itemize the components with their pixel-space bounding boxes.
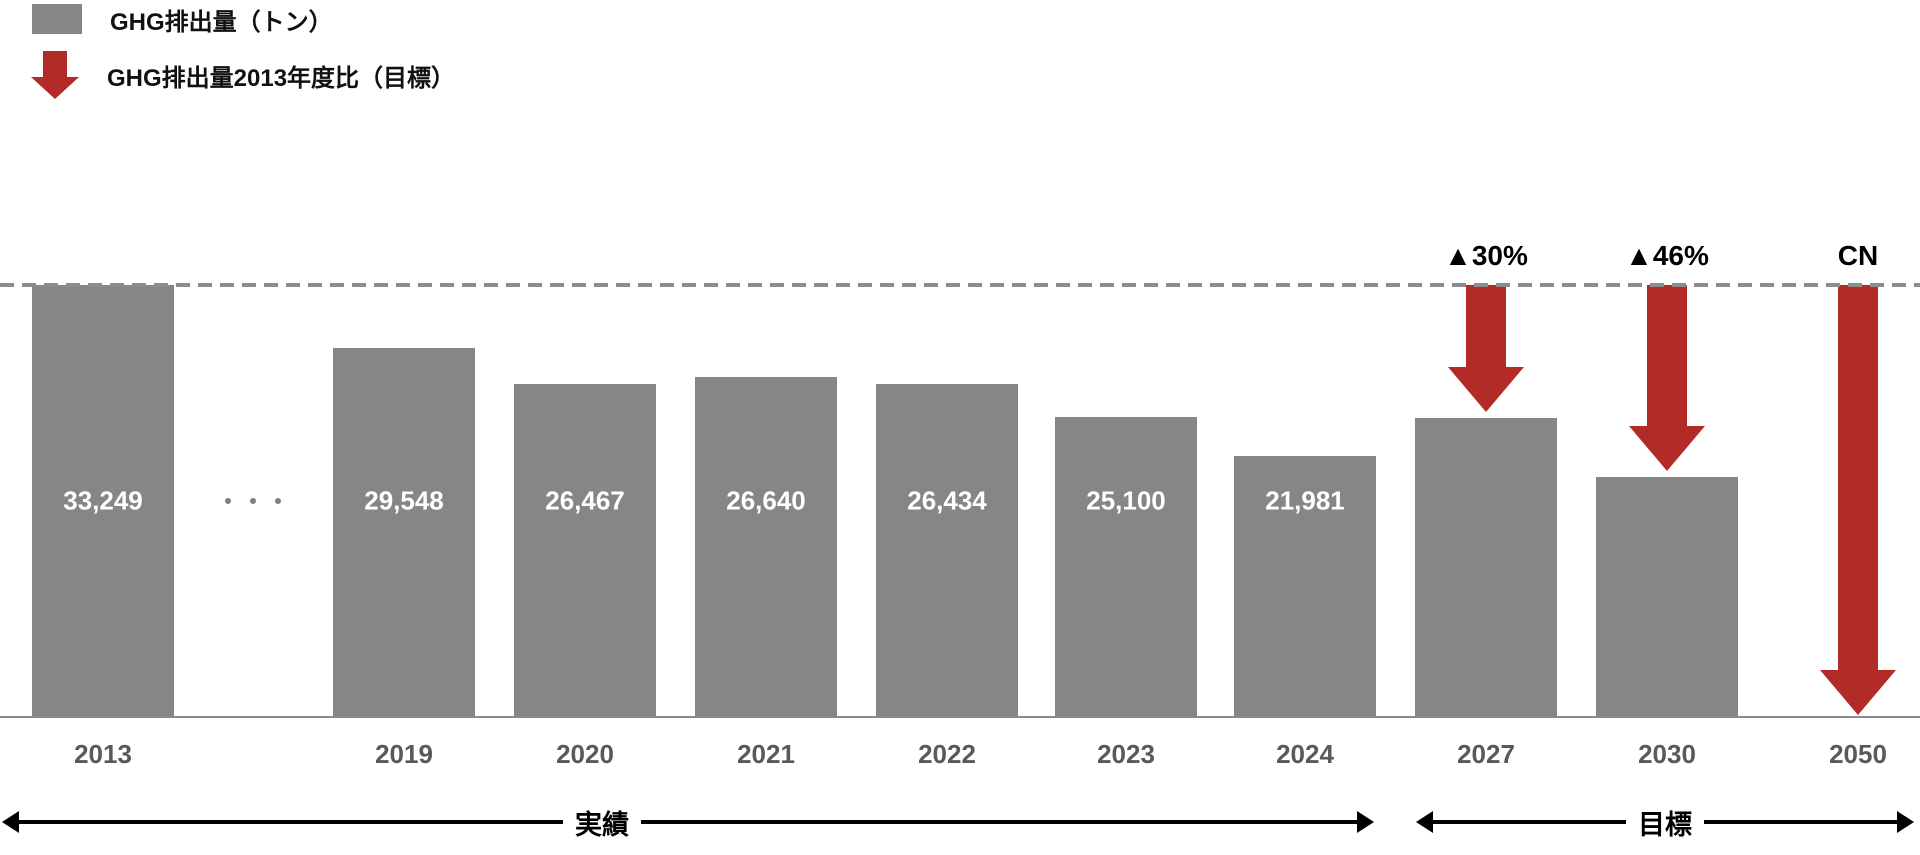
x-tick-label-2022: 2022 (918, 739, 976, 769)
bar-value-label-2021: 26,640 (726, 485, 806, 516)
legend-target-label: GHG排出量2013年度比（目標） (107, 64, 456, 92)
target-arrow-2027 (1448, 285, 1524, 412)
bar-2023 (1055, 417, 1197, 717)
red-down-arrow-icon (31, 51, 79, 99)
x-tick-label-2013: 2013 (74, 739, 132, 769)
legend-emissions-label: GHG排出量（トン） (110, 8, 333, 36)
bar-2022 (876, 384, 1018, 717)
right-arrowhead-icon (1357, 811, 1374, 833)
bar-value-label-2013: 33,249 (63, 485, 143, 516)
x-axis-line (0, 716, 1920, 718)
baseline-2013-dashed-line (0, 283, 1920, 287)
target-range-label: 目標 (1638, 809, 1692, 840)
actual-range-arrow: 実績 (2, 808, 1374, 840)
bar-2019 (333, 348, 475, 717)
dot-icon (275, 498, 281, 504)
gray-bar-swatch-icon (32, 4, 82, 34)
legend-item-target: GHG排出量2013年度比（目標） (0, 50, 455, 100)
bar-2030 (1596, 477, 1738, 717)
x-tick-label-2027: 2027 (1457, 739, 1515, 769)
legend-item-emissions: GHG排出量（トン） (0, 2, 333, 36)
bar-2024 (1234, 456, 1376, 717)
x-tick-label-2024: 2024 (1276, 739, 1334, 769)
right-arrowhead-icon (1897, 811, 1914, 833)
bar-2027 (1415, 418, 1557, 717)
bar-value-label-2020: 26,467 (545, 485, 625, 516)
target-arrow-2050 (1820, 285, 1896, 715)
target-label-2027: ▲30% (1444, 240, 1528, 271)
bar-value-label-2023: 25,100 (1086, 485, 1166, 516)
x-tick-label-2019: 2019 (375, 739, 433, 769)
target-label-2030: ▲46% (1625, 240, 1709, 271)
x-tick-label-2050: 2050 (1829, 739, 1887, 769)
bar-value-label-2022: 26,434 (907, 485, 987, 516)
dot-icon (250, 498, 256, 504)
actual-range-label: 実績 (575, 809, 629, 840)
x-tick-label-2030: 2030 (1638, 739, 1696, 769)
target-arrow-2030 (1629, 285, 1705, 471)
ellipsis-dots (225, 498, 281, 504)
bar-2021 (695, 377, 837, 717)
x-tick-label-2020: 2020 (556, 739, 614, 769)
dot-icon (225, 498, 231, 504)
x-tick-label-2023: 2023 (1097, 739, 1155, 769)
bar-value-label-2019: 29,548 (364, 485, 444, 516)
bar-value-label-2024: 21,981 (1265, 485, 1345, 516)
left-arrowhead-icon (1416, 811, 1433, 833)
target-label-2050: CN (1837, 240, 1879, 271)
bar-2020 (514, 384, 656, 717)
target-range-arrow: 目標 (1416, 808, 1914, 840)
x-tick-label-2021: 2021 (737, 739, 795, 769)
bar-2013 (32, 285, 174, 717)
left-arrowhead-icon (2, 811, 19, 833)
